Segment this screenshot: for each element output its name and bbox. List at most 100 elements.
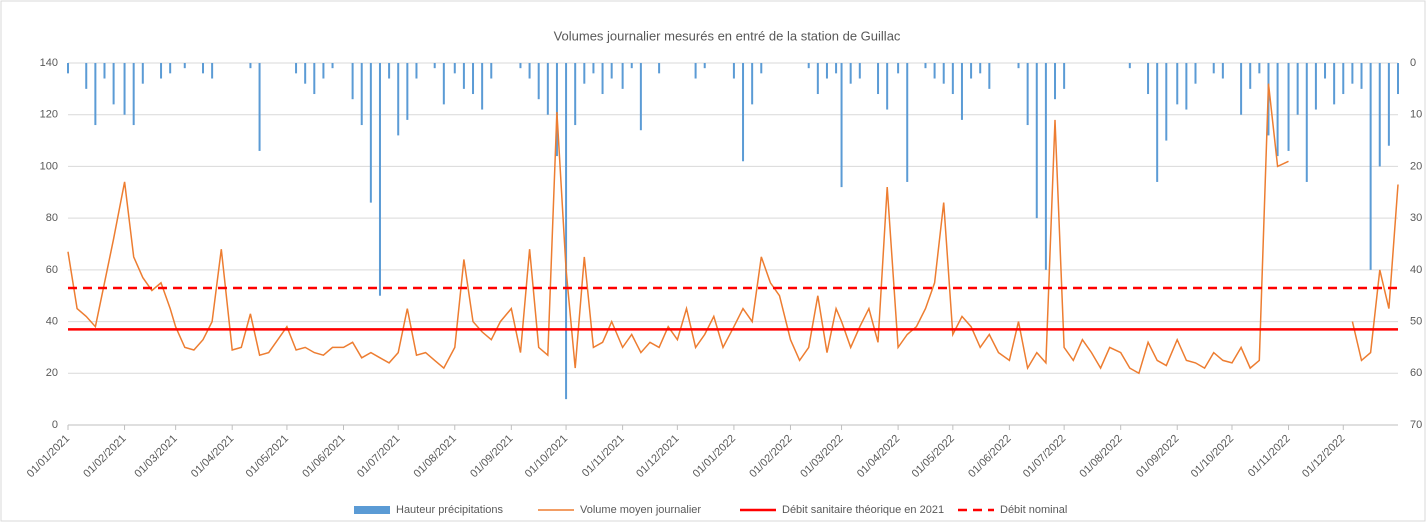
precipitation-bar bbox=[610, 63, 613, 79]
precipitation-bar bbox=[970, 63, 973, 79]
precipitation-bar bbox=[592, 63, 595, 74]
precipitation-bar bbox=[1221, 63, 1224, 79]
y2-tick-label: 0 bbox=[1410, 57, 1416, 69]
precipitation-bar bbox=[132, 63, 135, 126]
precipitation-bar bbox=[1305, 63, 1308, 182]
y2-tick-label: 20 bbox=[1410, 160, 1422, 172]
y2-tick-label: 40 bbox=[1410, 264, 1422, 276]
precipitation-bar bbox=[453, 63, 456, 74]
precipitation-bar bbox=[369, 63, 372, 203]
precipitation-bar bbox=[732, 63, 735, 79]
precipitation-bar bbox=[304, 63, 307, 84]
y2-tick-label: 50 bbox=[1410, 315, 1422, 327]
precipitation-bar bbox=[1240, 63, 1243, 115]
precipitation-bar bbox=[1044, 63, 1047, 270]
precipitation-bar bbox=[825, 63, 828, 79]
precipitation-bar bbox=[703, 63, 706, 69]
y2-tick-label: 10 bbox=[1410, 109, 1422, 121]
precipitation-bar bbox=[760, 63, 763, 74]
precipitation-bar bbox=[751, 63, 754, 105]
precipitation-bar bbox=[295, 63, 298, 74]
precipitation-bar bbox=[694, 63, 697, 79]
precipitation-bar bbox=[1351, 63, 1354, 84]
precipitation-bar bbox=[951, 63, 954, 95]
precipitation-bar bbox=[849, 63, 852, 84]
precipitation-bar bbox=[258, 63, 261, 151]
precipitation-bar bbox=[322, 63, 325, 79]
precipitation-bar bbox=[583, 63, 586, 84]
precipitation-bar bbox=[897, 63, 900, 74]
y-tick-label: 60 bbox=[46, 264, 58, 276]
precipitation-bar bbox=[67, 63, 69, 74]
precipitation-bar bbox=[481, 63, 484, 110]
precipitation-bar bbox=[1212, 63, 1215, 74]
precipitation-bar bbox=[1128, 63, 1131, 69]
precipitation-bar bbox=[816, 63, 819, 95]
precipitation-bar bbox=[1147, 63, 1150, 95]
precipitation-bar bbox=[141, 63, 144, 84]
precipitation-bar bbox=[1054, 63, 1057, 100]
y-tick-label: 80 bbox=[46, 212, 58, 224]
precipitation-bar bbox=[360, 63, 363, 126]
precipitation-bar bbox=[574, 63, 577, 126]
precipitation-bar bbox=[519, 63, 522, 69]
precipitation-bar bbox=[555, 63, 558, 157]
precipitation-bar bbox=[858, 63, 861, 79]
legend-label: Débit sanitaire théorique en 2021 bbox=[782, 504, 944, 516]
precipitation-bar bbox=[490, 63, 493, 79]
precipitation-bar bbox=[1063, 63, 1066, 89]
precipitation-bar bbox=[1258, 63, 1261, 74]
precipitation-bar bbox=[621, 63, 624, 89]
precipitation-bar bbox=[94, 63, 97, 126]
legend-swatch bbox=[354, 506, 390, 514]
precipitation-bar bbox=[378, 63, 381, 296]
precipitation-bar bbox=[1369, 63, 1372, 270]
chart-title: Volumes journalier mesurés en entré de l… bbox=[554, 28, 901, 43]
precipitation-bar bbox=[1314, 63, 1317, 110]
precipitation-bar bbox=[433, 63, 436, 69]
precipitation-bar bbox=[1397, 63, 1399, 95]
precipitation-bar bbox=[960, 63, 963, 120]
precipitation-bar bbox=[211, 63, 214, 79]
precipitation-bar bbox=[1378, 63, 1381, 167]
precipitation-bar bbox=[537, 63, 540, 100]
y-tick-label: 120 bbox=[40, 109, 58, 121]
precipitation-bar bbox=[1017, 63, 1020, 69]
precipitation-bar bbox=[472, 63, 475, 95]
precipitation-bar bbox=[877, 63, 880, 95]
precipitation-bar bbox=[406, 63, 409, 120]
precipitation-bar bbox=[85, 63, 88, 89]
precipitation-bar bbox=[1333, 63, 1336, 105]
precipitation-bar bbox=[565, 63, 568, 400]
precipitation-bar bbox=[886, 63, 889, 110]
precipitation-bar bbox=[1360, 63, 1363, 89]
precipitation-bar bbox=[397, 63, 400, 136]
precipitation-bar bbox=[1194, 63, 1197, 84]
precipitation-bar bbox=[1387, 63, 1390, 146]
precipitation-bar bbox=[388, 63, 391, 79]
precipitation-bar bbox=[988, 63, 991, 89]
precipitation-bar bbox=[415, 63, 418, 79]
precipitation-bar bbox=[1156, 63, 1159, 182]
precipitation-bar bbox=[840, 63, 843, 188]
precipitation-bar bbox=[1249, 63, 1252, 89]
y-tick-label: 100 bbox=[40, 160, 58, 172]
y-tick-label: 140 bbox=[40, 57, 58, 69]
precipitation-bar bbox=[1276, 63, 1279, 157]
precipitation-bar bbox=[742, 63, 745, 162]
precipitation-bar bbox=[807, 63, 810, 69]
precipitation-bar bbox=[601, 63, 604, 95]
precipitation-bar bbox=[462, 63, 465, 89]
precipitation-bar bbox=[1185, 63, 1188, 110]
precipitation-bar bbox=[528, 63, 531, 79]
precipitation-bar bbox=[942, 63, 945, 84]
precipitation-bar bbox=[639, 63, 642, 131]
precipitation-bar bbox=[906, 63, 909, 182]
precipitation-bar bbox=[160, 63, 163, 79]
precipitation-bar bbox=[183, 63, 186, 69]
precipitation-bar bbox=[546, 63, 549, 115]
precipitation-bar bbox=[123, 63, 126, 115]
precipitation-bar bbox=[835, 63, 838, 74]
precipitation-bar bbox=[442, 63, 445, 105]
